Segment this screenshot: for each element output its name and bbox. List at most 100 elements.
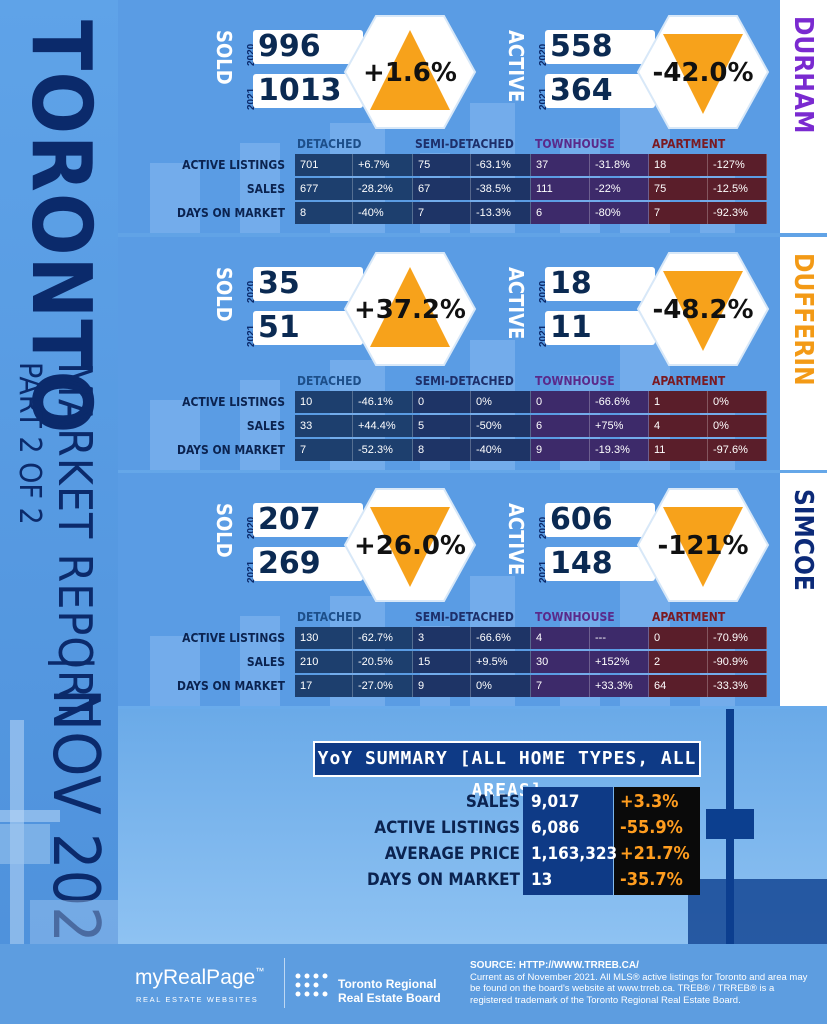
table-cell: 7 bbox=[295, 439, 353, 461]
source-title: SOURCE: HTTP://WWW.TRREB.CA/ bbox=[470, 960, 639, 971]
table-cell: -50% bbox=[471, 415, 531, 437]
sold-label: SOLD bbox=[212, 503, 236, 558]
table-cell: 0 bbox=[649, 627, 708, 649]
skyline-building bbox=[240, 143, 280, 233]
table-cell: +44.4% bbox=[353, 415, 413, 437]
active-2021-value: 148 bbox=[550, 546, 613, 581]
table-cell: 210 bbox=[295, 651, 353, 673]
region-name-tab bbox=[780, 237, 827, 470]
region-name: DUFFERIN bbox=[788, 253, 818, 386]
summary-value: 9,017 bbox=[531, 792, 580, 812]
table-cell: -80% bbox=[590, 202, 649, 224]
table-cell: 0 bbox=[413, 391, 471, 413]
table-cell: 11 bbox=[649, 439, 708, 461]
footer-divider bbox=[284, 958, 285, 1008]
source-text: Current as of November 2021. All MLS® ac… bbox=[470, 971, 808, 1006]
down-arrow-icon bbox=[663, 507, 743, 587]
table-cell: --- bbox=[590, 627, 649, 649]
table-header: DETACHED bbox=[297, 374, 362, 388]
table-cell: -31.8% bbox=[590, 154, 649, 176]
summary-change: +3.3% bbox=[620, 791, 679, 812]
table-cell: -52.3% bbox=[353, 439, 413, 461]
sold-change-value: +1.6% bbox=[363, 58, 457, 88]
active-2020-box bbox=[545, 503, 655, 537]
table-cell: -40% bbox=[353, 202, 413, 224]
sold-2021-box bbox=[253, 74, 363, 108]
source-note: SOURCE: HTTP://WWW.TRREB.CA/ Current as … bbox=[470, 960, 815, 1006]
active-2020-box bbox=[545, 30, 655, 64]
region-name-tab bbox=[780, 0, 827, 233]
table-cell: +152% bbox=[590, 651, 649, 673]
table-cell: -38.5% bbox=[471, 178, 531, 200]
sold-2021-box bbox=[253, 547, 363, 581]
table-cell: -127% bbox=[708, 154, 767, 176]
table-cell: -66.6% bbox=[590, 391, 649, 413]
table-cell: +33.3% bbox=[590, 675, 649, 697]
table-cell: 75 bbox=[649, 178, 708, 200]
brand-name: myRealPage bbox=[135, 966, 256, 989]
active-change-value: -121% bbox=[657, 531, 749, 561]
summary-value: 6,086 bbox=[531, 818, 580, 838]
summary-label: AVERAGE PRICE bbox=[384, 844, 520, 864]
skyline-building bbox=[150, 636, 200, 706]
brand-subtitle: REAL ESTATE WEBSITES bbox=[136, 995, 259, 1004]
up-arrow-icon bbox=[370, 267, 450, 347]
table-cell: -66.6% bbox=[471, 627, 531, 649]
table-cell: 8 bbox=[413, 439, 471, 461]
brand-logo: myRealPage™ bbox=[135, 966, 264, 990]
sold-2021-value: 269 bbox=[258, 546, 321, 581]
sold-label: SOLD bbox=[212, 30, 236, 85]
table-cell: -40% bbox=[471, 439, 531, 461]
table-cell: -62.7% bbox=[353, 627, 413, 649]
skyline-building bbox=[150, 163, 200, 233]
table-cell: 0% bbox=[471, 391, 531, 413]
up-arrow-icon bbox=[370, 30, 450, 110]
table-cell: 6 bbox=[531, 202, 590, 224]
summary-value: 1,163,323 bbox=[531, 844, 618, 864]
board-name: Toronto Regional Real Estate Board bbox=[338, 977, 441, 1005]
active-2021-value: 11 bbox=[550, 310, 592, 345]
table-row-label: ACTIVE LISTINGS bbox=[182, 631, 285, 645]
table-cell: -33.3% bbox=[708, 675, 767, 697]
table-cell: 1 bbox=[649, 391, 708, 413]
down-arrow-icon bbox=[663, 34, 743, 114]
table-cell: -22% bbox=[590, 178, 649, 200]
table-cell: 9 bbox=[413, 675, 471, 697]
table-cell: 5 bbox=[413, 415, 471, 437]
summary-label: ACTIVE LISTINGS bbox=[374, 818, 520, 838]
table-cell: 111 bbox=[531, 178, 590, 200]
table-cell: 67 bbox=[413, 178, 471, 200]
table-cell: 10 bbox=[295, 391, 353, 413]
table-header: TOWNHOUSE bbox=[535, 137, 615, 151]
summary-label: DAYS ON MARKET bbox=[366, 870, 520, 890]
region-name: DURHAM bbox=[788, 16, 818, 134]
active-2020-value: 558 bbox=[550, 29, 613, 64]
region-name: SIMCOE bbox=[788, 489, 818, 591]
sold-2021-box bbox=[253, 311, 363, 345]
table-cell: 7 bbox=[649, 202, 708, 224]
sold-change-hexagon bbox=[343, 252, 477, 366]
summary-title-box: YoY SUMMARY [ALL HOME TYPES, ALL AREAS] bbox=[313, 741, 701, 801]
skyline-building bbox=[240, 380, 280, 470]
table-cell: 677 bbox=[295, 178, 353, 200]
table-row-label: DAYS ON MARKET bbox=[176, 443, 285, 457]
table-row-label: DAYS ON MARKET bbox=[176, 679, 285, 693]
table-cell: -27.0% bbox=[353, 675, 413, 697]
brand-tm: ™ bbox=[255, 966, 265, 976]
table-cell: 0% bbox=[708, 391, 767, 413]
summary-changes-panel bbox=[614, 787, 700, 895]
table-header: APARTMENT bbox=[652, 610, 726, 624]
table-cell: 7 bbox=[413, 202, 471, 224]
active-2021-value: 364 bbox=[550, 73, 613, 108]
table-cell: 2 bbox=[649, 651, 708, 673]
table-cell: 701 bbox=[295, 154, 353, 176]
board-name-line2: Real Estate Board bbox=[338, 991, 441, 1005]
active-2021-box bbox=[545, 311, 655, 345]
table-cell: 8 bbox=[295, 202, 353, 224]
part-label: PART 2 OF 2 bbox=[12, 362, 47, 525]
table-row-label: ACTIVE LISTINGS bbox=[182, 395, 285, 409]
table-cell: +9.5% bbox=[471, 651, 531, 673]
table-cell: 33 bbox=[295, 415, 353, 437]
table-header: SEMI-DETACHED bbox=[415, 137, 514, 151]
